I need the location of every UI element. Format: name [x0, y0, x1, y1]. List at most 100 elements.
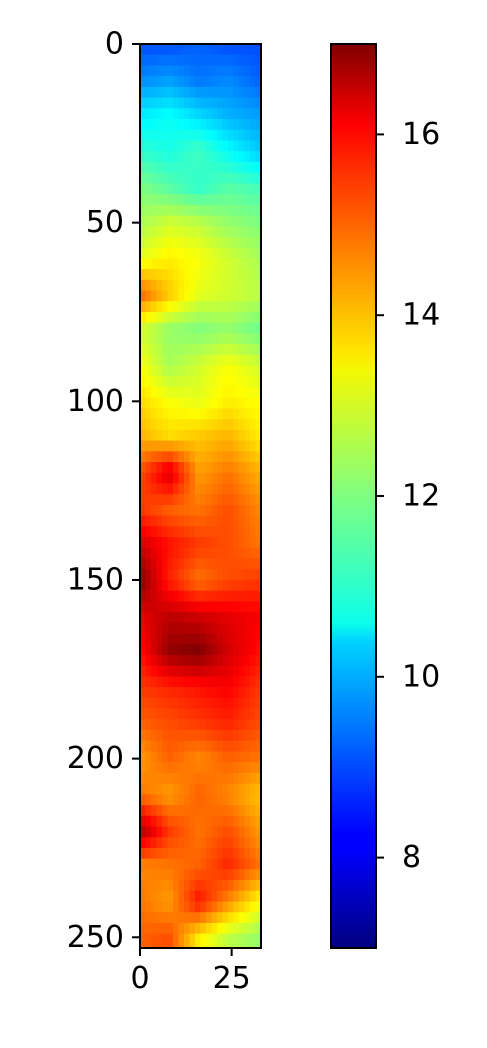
- heatmap-cell: [184, 397, 191, 410]
- heatmap-cell: [206, 365, 213, 377]
- heatmap-cell: [206, 54, 213, 67]
- heatmap-cell: [151, 590, 158, 603]
- heatmap-cell: [189, 601, 196, 613]
- heatmap-cell: [228, 429, 235, 442]
- heatmap-cell: [189, 247, 196, 259]
- heatmap-cell: [145, 579, 152, 592]
- heatmap-cell: [195, 579, 202, 592]
- heatmap-cell: [156, 601, 163, 613]
- heatmap-cell: [151, 740, 158, 753]
- heatmap-cell: [162, 269, 169, 281]
- heatmap-cell: [250, 119, 257, 131]
- heatmap-cell: [173, 129, 180, 142]
- heatmap-cell: [211, 601, 218, 613]
- heatmap-cell: [217, 762, 224, 774]
- heatmap-cell: [255, 558, 261, 570]
- heatmap-cell: [173, 880, 180, 892]
- heatmap-cell: [184, 805, 191, 817]
- heatmap-cell: [222, 569, 229, 581]
- heatmap-cell: [189, 772, 196, 785]
- heatmap-cell: [200, 847, 207, 860]
- heatmap-cell: [151, 161, 158, 174]
- heatmap-cell: [206, 655, 213, 667]
- heatmap-cell: [233, 333, 240, 345]
- heatmap-cell: [233, 258, 240, 270]
- heatmap-cell: [162, 97, 169, 109]
- heatmap-cell: [255, 783, 261, 795]
- heatmap-cell: [167, 537, 174, 549]
- heatmap-cell: [217, 612, 224, 624]
- heatmap-cell: [222, 815, 229, 828]
- heatmap-cell: [233, 354, 240, 367]
- heatmap-cell: [145, 54, 152, 67]
- heatmap-cell: [200, 569, 207, 581]
- heatmap-cell: [156, 858, 163, 870]
- heatmap-cell: [222, 408, 229, 420]
- heatmap-cell: [200, 215, 207, 227]
- heatmap-cell: [145, 161, 152, 174]
- heatmap-cell: [239, 719, 246, 731]
- heatmap-cell: [151, 579, 158, 592]
- heatmap-cell: [162, 387, 169, 399]
- heatmap-cell: [189, 172, 196, 184]
- heatmap-cell: [255, 826, 261, 838]
- heatmap-cell: [200, 665, 207, 678]
- heatmap-cell: [145, 783, 152, 795]
- heatmap-cell: [167, 215, 174, 227]
- heatmap-cell: [173, 601, 180, 613]
- heatmap-cell: [189, 65, 196, 77]
- heatmap-cell: [184, 665, 191, 678]
- heatmap-cell: [151, 665, 158, 678]
- heatmap-cell: [206, 119, 213, 131]
- heatmap-cell: [206, 429, 213, 442]
- heatmap-cell: [173, 526, 180, 538]
- heatmap-cell: [167, 462, 174, 474]
- heatmap-cell: [206, 740, 213, 753]
- heatmap-cell: [255, 601, 261, 613]
- heatmap-cell: [140, 279, 147, 292]
- heatmap-cell: [255, 290, 261, 302]
- heatmap-cell: [184, 483, 191, 495]
- heatmap-cell: [217, 601, 224, 613]
- heatmap-cell: [140, 269, 147, 281]
- heatmap-cell: [211, 794, 218, 806]
- heatmap-cell: [244, 826, 251, 838]
- heatmap-cell: [244, 344, 251, 356]
- heatmap-cell: [151, 204, 158, 217]
- heatmap-cell: [162, 740, 169, 753]
- heatmap-cell: [233, 290, 240, 302]
- heatmap-cell: [178, 719, 185, 731]
- heatmap-cell: [173, 837, 180, 849]
- heatmap-cell: [140, 697, 147, 710]
- heatmap-cell: [206, 622, 213, 635]
- heatmap-cell: [233, 890, 240, 903]
- heatmap-cell: [167, 933, 174, 946]
- heatmap-cell: [228, 365, 235, 377]
- heatmap-cell: [195, 76, 202, 88]
- heatmap-cell: [156, 547, 163, 560]
- heatmap-cell: [162, 65, 169, 77]
- heatmap-cell: [167, 601, 174, 613]
- heatmap-cell: [200, 869, 207, 881]
- heatmap-cell: [151, 601, 158, 613]
- heatmap-cell: [200, 172, 207, 184]
- heatmap-cell: [178, 65, 185, 77]
- heatmap-cell: [222, 151, 229, 163]
- heatmap-cell: [228, 472, 235, 485]
- heatmap-cell: [173, 54, 180, 67]
- heatmap-cell: [178, 762, 185, 774]
- heatmap-cell: [217, 826, 224, 838]
- heatmap-cell: [244, 622, 251, 635]
- heatmap-cell: [184, 880, 191, 892]
- heatmap-cell: [228, 890, 235, 903]
- heatmap-cell: [173, 644, 180, 656]
- heatmap-cell: [140, 344, 147, 356]
- heatmap-cell: [217, 751, 224, 763]
- heatmap-cell: [162, 762, 169, 774]
- heatmap-cell: [206, 762, 213, 774]
- heatmap-cell: [140, 504, 147, 517]
- heatmap-cell: [217, 815, 224, 828]
- heatmap-cell: [250, 815, 257, 828]
- heatmap-cell: [189, 612, 196, 624]
- heatmap-cell: [250, 183, 257, 195]
